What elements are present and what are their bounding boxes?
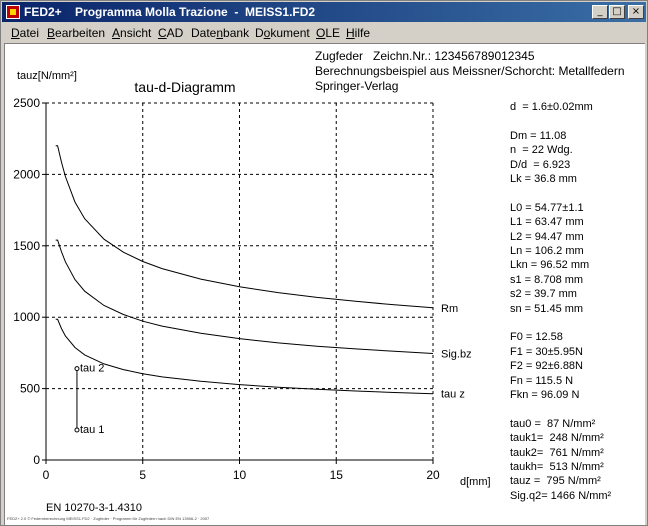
tau-marker-label: tau 2 [80, 363, 104, 375]
result-line: Lkn = 96.52 mm [510, 259, 590, 272]
menu-datei[interactable]: Datei [11, 26, 40, 40]
x-tick-label: 0 [43, 468, 50, 482]
tau-d-chart: tau-d-Diagramm tauz[N/mm²] d[mm] 0 5 10 15 2… [13, 70, 491, 488]
result-line: s1 = 8.708 mm [510, 273, 584, 286]
minimize-button[interactable]: _ [592, 5, 608, 19]
y-tick-label: 2500 [13, 96, 40, 110]
series-label: Sig.bz [441, 348, 472, 360]
menu-ole[interactable]: OLE [316, 26, 341, 40]
menu-bar: Datei Bearbeiten Ansicht CAD Datenbank D… [2, 23, 646, 42]
y-tick-label: 0 [33, 453, 40, 467]
series-label: Rm [441, 303, 458, 315]
result-line: F2 = 92±6.88N [510, 360, 583, 373]
results-list: d = 1.6±0.02mm Dm = 11.08 n = 22 Wdg. D/d =… [510, 44, 645, 524]
series-line [55, 239, 434, 354]
result-line: F0 = 12.58 [510, 331, 563, 344]
result-line: tauk2= 761 N/mm² [510, 446, 604, 459]
y-tick-label: 1500 [13, 239, 40, 253]
y-axis-label: tauz[N/mm²] [17, 70, 77, 82]
result-line: taukh= 513 N/mm² [510, 461, 604, 473]
series-line [55, 318, 434, 395]
series-label: tau z [441, 389, 465, 401]
menu-datenbank[interactable]: Datenbank [191, 26, 250, 40]
result-line: F1 = 30±5.95N [510, 345, 583, 358]
result-line: Lk = 36.8 mm [510, 173, 577, 185]
tau-marker-point [74, 366, 80, 372]
series-line [55, 145, 434, 309]
x-axis-label: d[mm] [460, 476, 491, 488]
y-tick-label: 2000 [13, 167, 40, 181]
menu-dokument[interactable]: Dokument [255, 26, 310, 40]
result-line: D/d = 6.923 [510, 158, 571, 171]
close-button[interactable]: × [628, 5, 644, 19]
drawing-area: Zugfeder Zeichn.Nr.: 123456789012345 Ber… [4, 43, 645, 525]
result-line: Fkn = 96.09 N [510, 389, 580, 401]
result-line: Fn = 115.5 N [510, 374, 574, 387]
result-line: L2 = 94.47 mm [510, 230, 584, 243]
result-line: s2 = 39.7 mm [510, 288, 577, 301]
result-line: tauk1= 248 N/mm² [510, 432, 604, 445]
maximize-button[interactable]: □ [609, 5, 625, 19]
result-line: Ln = 106.2 mm [510, 245, 584, 257]
window-title: FED2+ Programma Molla Trazione - MEISS1.… [24, 5, 316, 19]
header-line-3: Springer-Verlag [315, 79, 399, 93]
y-tick-label: 1000 [13, 310, 40, 324]
app-icon[interactable] [6, 5, 20, 19]
chart-title: tau-d-Diagramm [134, 79, 235, 95]
result-line: tauz = 795 N/mm² [510, 475, 601, 488]
tau-marker-label: tau 1 [80, 424, 104, 436]
result-line: n = 22 Wdg. [510, 144, 573, 157]
title-bar[interactable]: FED2+ Programma Molla Trazione - MEISS1.… [2, 2, 646, 22]
header-line-2: Berechnungsbeispiel aus Meissner/Schorch… [315, 64, 625, 78]
x-tick-label: 10 [233, 468, 247, 482]
result-line: Sig.q2= 1466 N/mm² [510, 489, 612, 502]
menu-bearbeiten[interactable]: Bearbeiten [47, 26, 106, 40]
x-tick-label: 20 [426, 468, 440, 482]
tau-marker-point [74, 427, 80, 433]
x-tick-label: 5 [139, 468, 146, 482]
result-line: Dm = 11.08 [510, 129, 567, 142]
x-tick-label: 15 [330, 468, 344, 482]
footer-fine-print: FED2+ 2.0 © Federnberechnung MEISS1.FD2 … [7, 516, 210, 521]
result-line: L1 = 63.47 mm [510, 216, 584, 229]
result-line: L0 = 54.77±1.1 [510, 201, 584, 214]
header-line-1: Zugfeder Zeichn.Nr.: 123456789012345 [315, 49, 535, 63]
menu-ansicht[interactable]: Ansicht [112, 26, 152, 40]
menu-hilfe[interactable]: Hilfe [346, 26, 371, 40]
material-label: EN 10270-3-1.4310 [46, 502, 143, 514]
y-tick-label: 500 [20, 382, 40, 396]
result-line: d = 1.6±0.02mm [510, 101, 593, 113]
result-line: tau0 = 87 N/mm² [510, 417, 596, 430]
menu-cad[interactable]: CAD [158, 26, 184, 40]
result-line: sn = 51.45 mm [510, 302, 584, 315]
